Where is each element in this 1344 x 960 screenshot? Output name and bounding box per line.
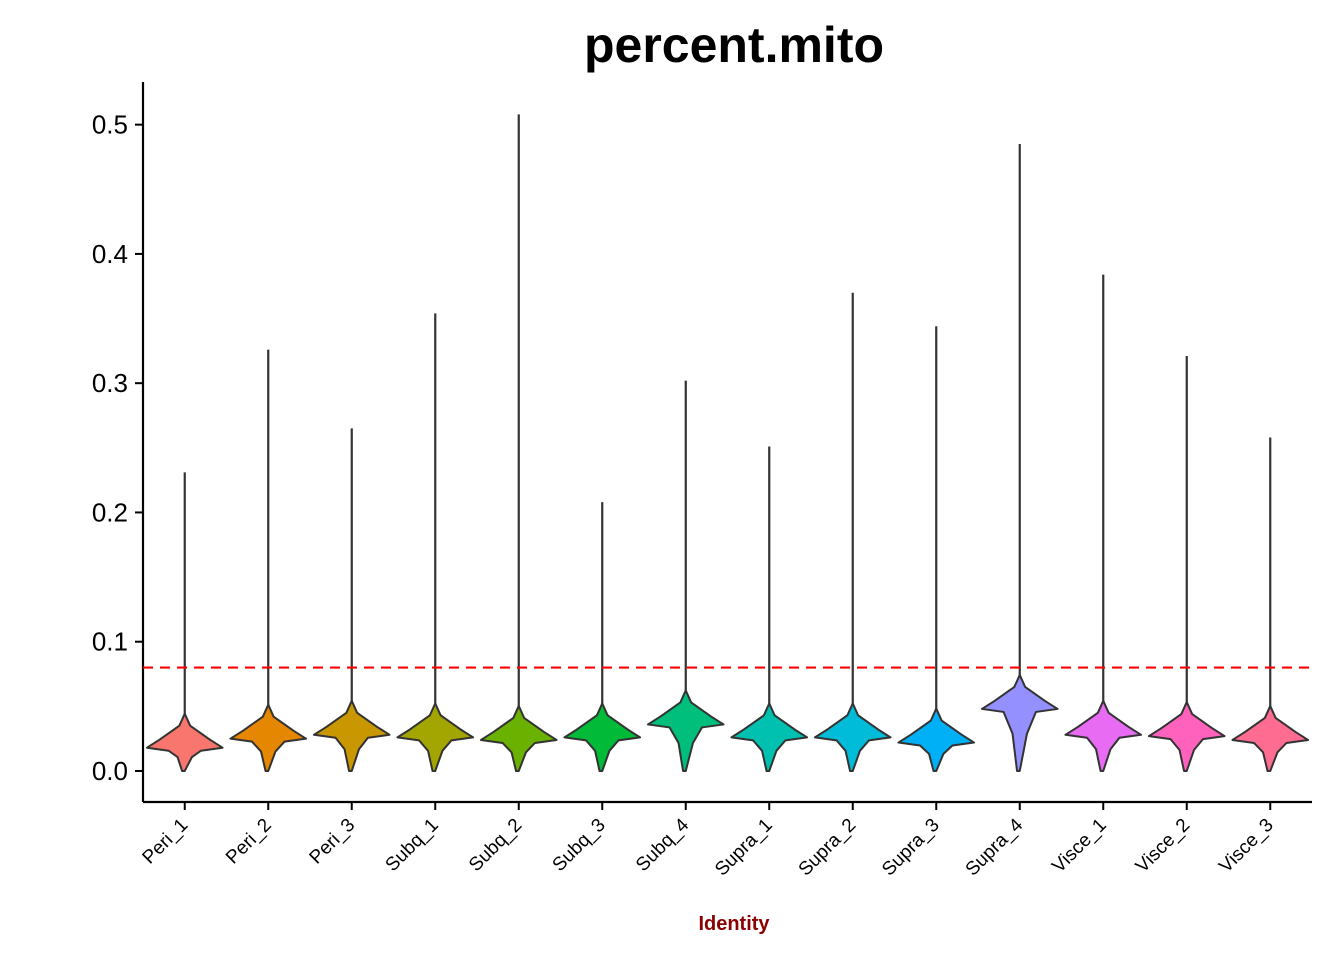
violin-body [1147, 701, 1226, 772]
x-tick-label: Supra_2 [795, 815, 861, 881]
violin-supra-2 [813, 292, 892, 772]
violin-supra-1 [730, 446, 809, 772]
violin-body [479, 704, 558, 772]
x-tick-label: Peri_1 [139, 815, 193, 869]
violin-peri-3 [312, 428, 391, 772]
y-tick-label: 0.5 [92, 110, 128, 140]
violin-peri-1 [145, 472, 224, 772]
violin-subq-1 [396, 313, 475, 772]
x-tick-label: Supra_3 [878, 815, 944, 881]
chart-title: percent.mito [584, 17, 884, 73]
y-tick-label: 0.0 [92, 756, 128, 786]
plot-area: 0.0 0.1 0.2 0.3 0.4 0.5 Peri_1 Peri_2 Peri_3 Subq… [92, 82, 1312, 880]
violin-body [897, 707, 976, 772]
x-tick-label: Supra_1 [711, 815, 777, 881]
x-tick-label: Visce_2 [1132, 815, 1194, 877]
violin-visce-1 [1064, 274, 1143, 772]
x-tick-label: Visce_1 [1048, 815, 1110, 877]
x-tick-label: Subq_3 [549, 815, 610, 876]
violin-subq-4 [646, 380, 725, 772]
violin-body [145, 712, 224, 772]
violin-body [1064, 699, 1143, 772]
x-tick-label: Subq_1 [382, 815, 443, 876]
violin-subq-3 [563, 502, 642, 772]
y-tick-label: 0.4 [92, 239, 128, 269]
violin-supra-4 [980, 144, 1059, 772]
y-tick-label: 0.2 [92, 497, 128, 527]
violin-peri-2 [229, 349, 308, 772]
y-tick-label: 0.3 [92, 368, 128, 398]
violin-body [396, 702, 475, 772]
violin-body [1231, 704, 1310, 772]
violin-subq-2 [479, 114, 558, 772]
violin-visce-3 [1231, 437, 1310, 772]
x-axis-label: Identity [698, 913, 770, 935]
x-tick-label: Subq_4 [632, 814, 693, 875]
violin-visce-2 [1147, 356, 1226, 772]
violin-supra-3 [897, 326, 976, 772]
violin-body [229, 703, 308, 772]
x-tick-label: Supra_4 [962, 814, 1028, 880]
violin-body [312, 699, 391, 772]
violin-body [730, 702, 809, 772]
violin-body [646, 689, 725, 772]
y-tick-label: 0.1 [92, 627, 128, 657]
x-tick-label: Peri_2 [222, 815, 276, 869]
x-tick-label: Peri_3 [306, 815, 360, 869]
x-tick-label: Subq_2 [465, 815, 526, 876]
violin-body [980, 673, 1059, 772]
violin-body [813, 702, 892, 772]
x-tick-label: Visce_3 [1215, 815, 1277, 877]
violin-body [563, 702, 642, 772]
